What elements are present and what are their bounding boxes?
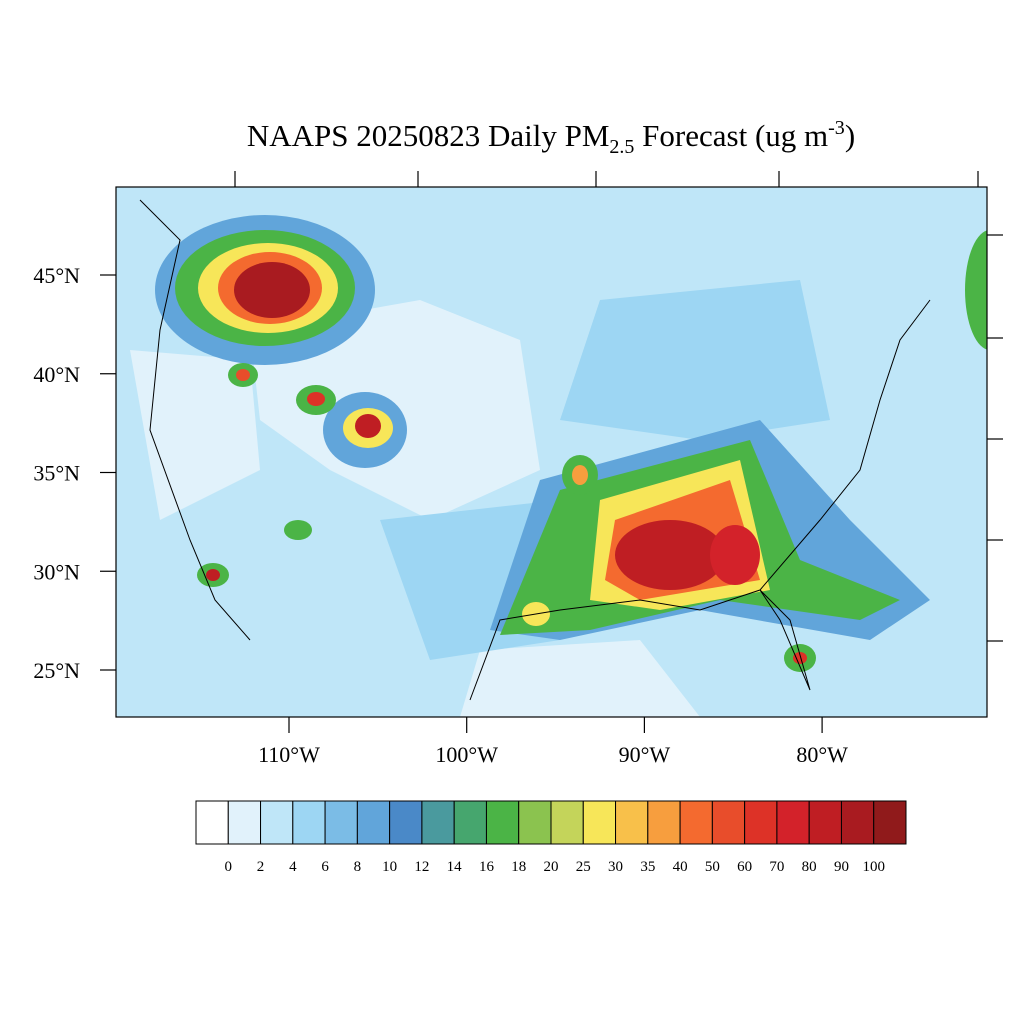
colorbar-label: 70 <box>769 859 784 875</box>
colorbar-box <box>356 800 391 845</box>
colorbar-label: 16 <box>479 859 495 875</box>
map-frame <box>115 186 988 718</box>
colorbar-box <box>679 800 713 845</box>
colorbar-box <box>518 800 552 845</box>
colorbar-label: 90 <box>834 859 849 875</box>
colorbar-label: 30 <box>608 859 623 875</box>
colorbar-label: 25 <box>576 859 591 875</box>
colorbar-box <box>615 800 649 845</box>
colorbar-box <box>776 800 810 845</box>
colorbar-box <box>647 800 681 845</box>
colorbar-label: 100 <box>862 859 885 875</box>
colorbar-label: 2 <box>257 859 265 875</box>
colorbar-label: 18 <box>511 859 526 875</box>
colorbar-box <box>808 800 842 845</box>
colorbar-box <box>485 800 520 845</box>
colorbar-box <box>550 800 584 845</box>
colorbar-label: 14 <box>447 859 463 875</box>
lat-label: 30°N <box>33 559 80 584</box>
map-field <box>116 187 987 717</box>
colorbar-label: 4 <box>289 859 297 875</box>
title: NAAPS 20250823 Daily PM2.5 Forecast (ug … <box>247 117 855 158</box>
lon-label: 90°W <box>619 742 671 767</box>
lon-label: 100°W <box>435 742 498 767</box>
colorbar-box <box>260 800 294 845</box>
colorbar-label: 20 <box>544 859 559 875</box>
colorbar-label: 8 <box>354 859 362 875</box>
lon-label: 110°W <box>258 742 320 767</box>
colorbar-label: 35 <box>640 859 655 875</box>
colorbar-box <box>582 800 617 845</box>
colorbar-label: 6 <box>321 859 329 875</box>
colorbar-label: 10 <box>382 859 397 875</box>
lon-label: 80°W <box>796 742 848 767</box>
frame-ticks <box>234 171 1003 642</box>
colorbar-label: 0 <box>225 859 233 875</box>
colorbar-box <box>711 800 746 845</box>
colorbar-label: 40 <box>673 859 688 875</box>
colorbar-box <box>744 800 778 845</box>
colorbar-box <box>453 800 487 845</box>
colorbar-label: 60 <box>737 859 752 875</box>
colorbar-label: 50 <box>705 859 720 875</box>
colorbar-label: 12 <box>414 859 429 875</box>
colorbar-box <box>873 800 907 845</box>
lat-label: 35°N <box>33 461 80 486</box>
colorbar-box <box>227 800 262 845</box>
lat-label: 25°N <box>33 658 80 683</box>
colorbar-box <box>421 800 455 845</box>
colorbar-box <box>840 800 875 845</box>
colorbar-label: 80 <box>802 859 817 875</box>
colorbar-box <box>292 800 326 845</box>
colorbar-box <box>195 800 229 845</box>
lat-label: 40°N <box>33 362 80 387</box>
lat-label: 45°N <box>33 263 80 288</box>
colorbar-box <box>324 800 358 845</box>
colorbar-box <box>389 800 423 845</box>
